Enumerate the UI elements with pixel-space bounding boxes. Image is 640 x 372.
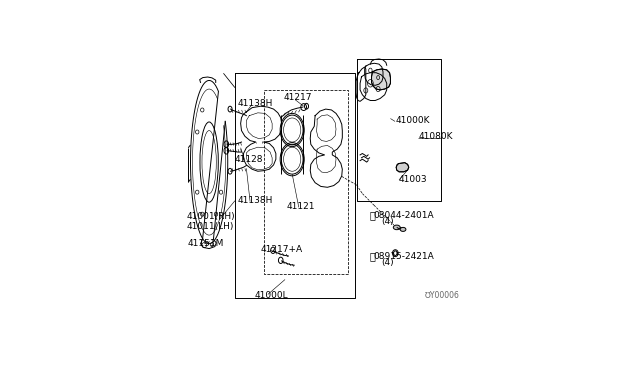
Text: 41003: 41003 [398, 175, 427, 184]
Text: 41217+A: 41217+A [260, 245, 303, 254]
Text: Ⓑ: Ⓑ [369, 210, 376, 220]
Text: 41128: 41128 [235, 155, 264, 164]
Polygon shape [396, 163, 409, 172]
Text: 41138H: 41138H [238, 196, 273, 205]
Ellipse shape [394, 225, 400, 230]
Text: (4): (4) [381, 258, 394, 267]
Text: 41151M: 41151M [188, 239, 224, 248]
Text: 08915-2421A: 08915-2421A [373, 251, 434, 260]
Text: 41217: 41217 [284, 93, 312, 102]
Text: 41000L: 41000L [255, 291, 289, 300]
Text: ℧Y00006: ℧Y00006 [425, 291, 460, 300]
Text: 08044-2401A: 08044-2401A [373, 211, 434, 219]
Text: (4): (4) [381, 217, 394, 226]
Text: 41138H: 41138H [238, 99, 273, 108]
Text: 41001(RH): 41001(RH) [186, 212, 235, 221]
Text: Ⓟ: Ⓟ [369, 251, 376, 261]
Text: 41011(LH): 41011(LH) [186, 222, 234, 231]
Ellipse shape [400, 227, 406, 231]
Text: 41121: 41121 [287, 202, 315, 211]
Text: 41080K: 41080K [418, 132, 452, 141]
Polygon shape [372, 69, 390, 90]
Text: 41000K: 41000K [396, 116, 430, 125]
